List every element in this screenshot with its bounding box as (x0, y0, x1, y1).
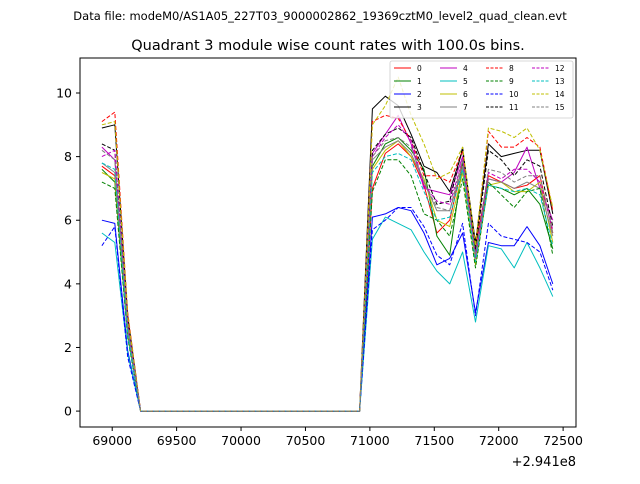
chart-title: Quadrant 3 module wise count rates with … (131, 38, 525, 54)
plot-area (80, 58, 576, 427)
y-tick-label: 0 (64, 404, 72, 419)
x-offset-label: +2.941e8 (512, 455, 576, 470)
y-tick-label: 4 (64, 276, 72, 291)
legend-box (389, 60, 574, 119)
series-layer (101, 76, 554, 412)
legend-label-4: 4 (463, 64, 468, 73)
plot-frame (79, 57, 577, 428)
legend-label-7: 7 (463, 103, 468, 112)
y-tick-label: 2 (64, 340, 72, 355)
series-line-14 (101, 76, 554, 412)
x-tick-label: 69500 (157, 433, 197, 448)
x-tick-label: 70500 (286, 433, 326, 448)
legend-label-12: 12 (555, 64, 565, 73)
legend-label-5: 5 (463, 77, 468, 86)
x-tick-label: 72500 (543, 433, 583, 448)
y-tick-label: 8 (64, 149, 72, 164)
legend-label-8: 8 (509, 64, 514, 73)
legend-label-10: 10 (509, 90, 519, 99)
legend-label-1: 1 (417, 77, 422, 86)
series-line-13 (101, 152, 554, 412)
legend-label-6: 6 (463, 90, 468, 99)
y-tick-label: 10 (56, 85, 72, 100)
x-axis: 69000 69500 70000 70500 71000 71500 72000 72500 (92, 427, 583, 448)
x-tick-label: 71000 (350, 433, 390, 448)
legend-label-2: 2 (417, 90, 422, 99)
legend-label-14: 14 (555, 90, 565, 99)
y-axis: 0 2 4 6 8 10 (56, 85, 80, 419)
legend-label-3: 3 (417, 103, 422, 112)
figure-suptitle: Data file: modeM0/AS1A05_227T03_90000028… (73, 9, 567, 23)
legend-label-11: 11 (509, 103, 519, 112)
x-tick-label: 69000 (92, 433, 132, 448)
series-line-15 (101, 137, 554, 412)
x-tick-label: 71500 (414, 433, 454, 448)
legend-label-0: 0 (417, 64, 422, 73)
legend-label-13: 13 (555, 77, 565, 86)
legend-label-9: 9 (509, 77, 514, 86)
x-tick-label: 72000 (479, 433, 519, 448)
x-tick-label: 70000 (221, 433, 261, 448)
legend-label-15: 15 (555, 103, 565, 112)
y-tick-label: 6 (64, 213, 72, 228)
